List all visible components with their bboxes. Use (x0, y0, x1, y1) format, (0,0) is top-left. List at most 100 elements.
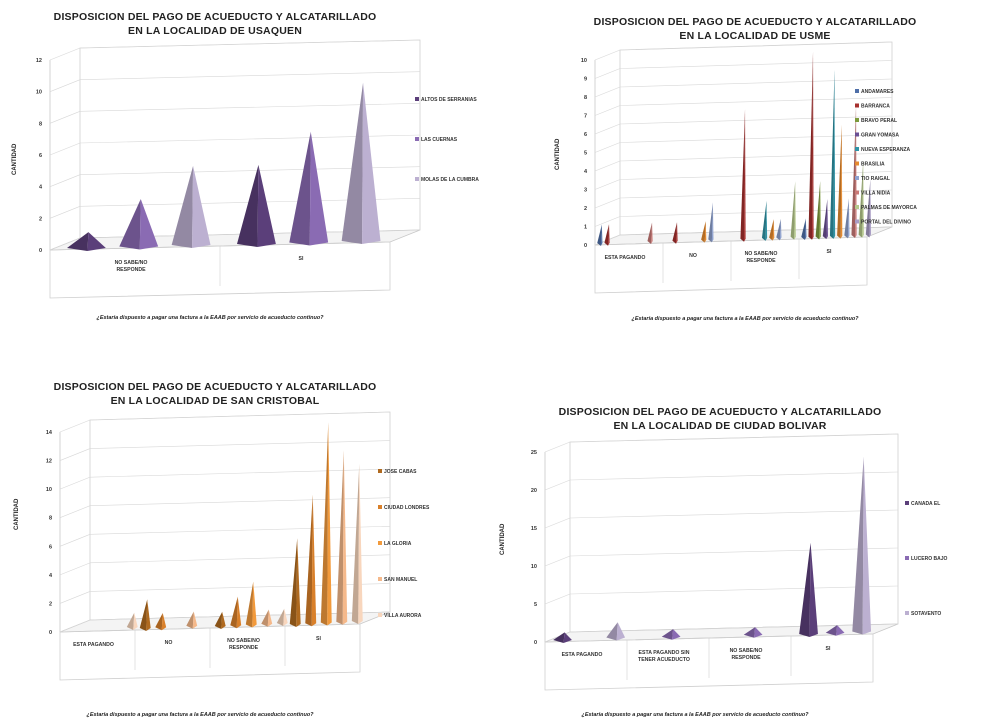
bar-pyramid (847, 198, 850, 239)
legend-swatch (855, 103, 859, 108)
bar-pyramid (139, 199, 159, 250)
y-tick-label: 3 (584, 188, 587, 194)
x-axis-label: ¿Estaria dispuesto a pagar una factura a… (631, 316, 859, 322)
bar-pyramid-left (336, 450, 344, 625)
chart-title-line2: EN LA LOCALIDAD DE USME (679, 30, 831, 42)
bar-pyramid-left (289, 538, 298, 627)
bar-pyramid-left (776, 218, 781, 241)
legend-label: TIO RAIGAL (861, 176, 890, 182)
legend-label: SOTAVENTO (911, 611, 941, 617)
gridline (619, 134, 893, 143)
gridline-side (59, 419, 91, 433)
legend-swatch (855, 219, 859, 224)
bar-pyramid-left (276, 608, 285, 626)
bar-pyramid (309, 131, 329, 246)
bar-pyramid (676, 222, 678, 244)
y-tick-label: 5 (584, 151, 587, 157)
gridline-side (49, 237, 81, 251)
bar-pyramid (252, 581, 257, 628)
bar-pyramid-left (701, 221, 706, 243)
gridline (569, 547, 899, 557)
gridline (569, 585, 899, 595)
gridline (619, 78, 893, 88)
bar-pyramid (267, 609, 273, 627)
y-tick-label: 2 (39, 216, 42, 222)
legend-swatch (415, 97, 419, 101)
bar-pyramid (342, 450, 348, 625)
bar-pyramid (651, 222, 653, 245)
y-tick-label: 0 (49, 630, 52, 636)
chart-title-line1: DISPOSICION DEL PAGO DE ACUEDUCTO Y ALCA… (593, 16, 917, 28)
y-tick-label: 10 (581, 58, 587, 64)
gridline-side (59, 534, 91, 547)
bar-pyramid (869, 179, 871, 238)
bar-pyramid-left (597, 224, 602, 246)
bar-pyramid (600, 224, 603, 246)
bar-pyramid (192, 611, 198, 629)
bar-pyramid-left (790, 181, 796, 240)
legend-label: LAS CUERNAS (421, 137, 458, 143)
bar-pyramid (616, 622, 626, 641)
y-tick-label: 14 (46, 430, 53, 436)
y-tick-label: 6 (39, 153, 42, 159)
gridline-side (594, 197, 621, 209)
legend-label: PALMAS DE MAYORCA (861, 205, 917, 211)
chart-back-wall (569, 433, 899, 633)
legend-swatch (855, 161, 859, 166)
bar-pyramid (311, 494, 317, 627)
chart-plot-usaquen: 0 2 4 6 8 10 12 NO SABE/NO RESPONDE SI ALTOS DE SE… (36, 39, 479, 299)
y-tick-label: 4 (49, 573, 53, 579)
gridline-side (59, 448, 91, 461)
y-tick-label: 20 (531, 488, 537, 494)
gridline (569, 433, 899, 443)
y-tick-label: 0 (584, 243, 587, 249)
chart-base (59, 623, 361, 681)
bar-pyramid-left (808, 51, 814, 240)
legend-label: PORTAL DEL DIVINO (861, 220, 911, 226)
y-tick-label: 9 (584, 77, 587, 83)
legend-label: BARRANCA (861, 104, 890, 110)
chart-title-line1: DISPOSICION DEL PAGO DE ACUEDUCTO Y ALCA… (558, 406, 882, 418)
bar-pyramid-left (553, 632, 565, 643)
legend-label: ALTOS DE SERRANIAS (421, 97, 477, 103)
bar-pyramid (296, 538, 301, 627)
gridline (619, 189, 893, 199)
gridline-side (544, 631, 571, 643)
gridline-side (544, 517, 571, 529)
y-tick-label: 4 (39, 185, 43, 191)
bar-pyramid-left (672, 222, 678, 244)
gridline (89, 440, 391, 449)
bar-pyramid-left (858, 160, 864, 238)
x-axis-label: ¿Estaria dispuesto a pagar una factura a… (86, 712, 314, 718)
chart-plot-san-cristobal: 0 2 4 6 8 10 12 14 ESTA PAGANDO NO NO SABE/NO RESPO… (46, 411, 430, 681)
legend-swatch (855, 176, 859, 180)
bar-pyramid (283, 608, 288, 626)
bar-pyramid-left (829, 69, 835, 239)
chart-title: DISPOSICION DEL PAGO DE ACUEDUCTO Y ALCA… (40, 10, 390, 38)
gridline (89, 497, 391, 507)
bar-pyramid-left (67, 232, 89, 251)
bar-pyramid-left (743, 627, 756, 638)
bar-pyramid-left (822, 199, 828, 240)
gridline (89, 468, 391, 478)
x-tick-label: ESTA PAGANDO (562, 652, 603, 658)
bar-pyramid-left (320, 422, 329, 626)
y-tick-label: 0 (39, 248, 42, 254)
chart-title-line2: EN LA LOCALIDAD DE SAN CRISTOBAL (110, 395, 320, 407)
legend-swatch (855, 132, 859, 137)
x-tick-label: NO SABE/NO RESPONDE (227, 638, 260, 651)
y-tick-label: 1 (584, 225, 587, 231)
x-tick-label: NO (165, 640, 173, 646)
bar-pyramid (221, 611, 226, 629)
y-tick-label: 6 (49, 544, 52, 550)
x-axis-label: ¿Estaria dispuesto a pagar una factura a… (581, 712, 809, 718)
x-tick-label: SI (316, 636, 321, 642)
bar-pyramid-left (740, 109, 746, 242)
x-tick-label: ESTA PAGANDO (605, 255, 646, 261)
bar-pyramid (257, 164, 276, 247)
chart-plot-usme: 0 1 2 3 4 5 6 7 8 9 10 ESTA PAGANDO NO NO SABE/NO RESP… (581, 41, 917, 294)
gridline (619, 97, 893, 106)
gridline-side (49, 206, 81, 219)
bar-pyramid (236, 596, 242, 629)
legend-label: BRASILIA (861, 162, 885, 168)
